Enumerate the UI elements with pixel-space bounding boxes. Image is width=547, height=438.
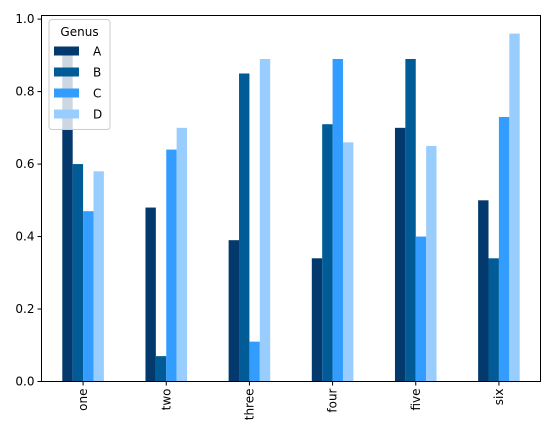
legend-title: Genus xyxy=(60,25,98,39)
y-tick-label: 1.0 xyxy=(15,12,34,26)
legend-swatch-B xyxy=(54,67,79,77)
bar-A-five xyxy=(394,127,406,382)
y-tick-label: 0.6 xyxy=(15,157,34,171)
bar-B-one xyxy=(72,164,84,382)
bar-B-four xyxy=(322,124,333,382)
legend-swatch-A xyxy=(54,46,79,56)
bar-A-two xyxy=(145,207,156,382)
y-axis: 0.0 0.2 0.4 0.6 0.8 1.0 xyxy=(15,12,42,389)
bar-A-four xyxy=(311,258,323,382)
bar-D-two xyxy=(176,127,188,382)
x-tick-label-one: one xyxy=(76,389,90,411)
x-tick-label-four: four xyxy=(326,388,340,412)
bar-A-six xyxy=(478,200,489,382)
bar-B-two xyxy=(155,356,167,382)
legend-label-B: B xyxy=(93,66,101,80)
bar-D-six xyxy=(509,33,520,382)
y-tick-label: 0.8 xyxy=(15,85,34,99)
bar-D-one xyxy=(93,171,104,382)
bar-D-five xyxy=(426,145,437,382)
x-axis: one two three four five six xyxy=(76,381,506,421)
bar-B-six xyxy=(488,258,499,382)
x-tick-label-five: five xyxy=(409,389,423,411)
bar-layer xyxy=(62,33,520,382)
bar-A-one xyxy=(62,48,73,382)
bar-D-four xyxy=(342,142,354,382)
bar-C-five xyxy=(415,236,427,382)
bar-B-five xyxy=(405,58,416,382)
bar-D-three xyxy=(259,58,271,382)
legend-label-C: C xyxy=(93,87,101,101)
x-tick-label-six: six xyxy=(492,388,506,405)
legend-swatch-C xyxy=(54,88,79,98)
bar-C-three xyxy=(249,341,260,382)
bar-C-four xyxy=(332,58,343,382)
legend-label-A: A xyxy=(93,45,102,59)
y-tick-label: 0.4 xyxy=(15,230,34,244)
x-tick-label-two: two xyxy=(159,389,173,411)
x-tick-label-three: three xyxy=(242,389,256,421)
legend-label-D: D xyxy=(93,108,102,122)
bar-C-six xyxy=(498,116,510,382)
bar-A-three xyxy=(228,240,240,382)
y-tick-label: 0.2 xyxy=(15,302,34,316)
bar-B-three xyxy=(239,73,250,382)
legend-swatch-D xyxy=(54,109,79,119)
bar-C-one xyxy=(83,211,94,382)
plot-frame xyxy=(41,15,541,382)
y-tick-label: 0.0 xyxy=(15,375,34,389)
bar-C-two xyxy=(166,149,177,382)
